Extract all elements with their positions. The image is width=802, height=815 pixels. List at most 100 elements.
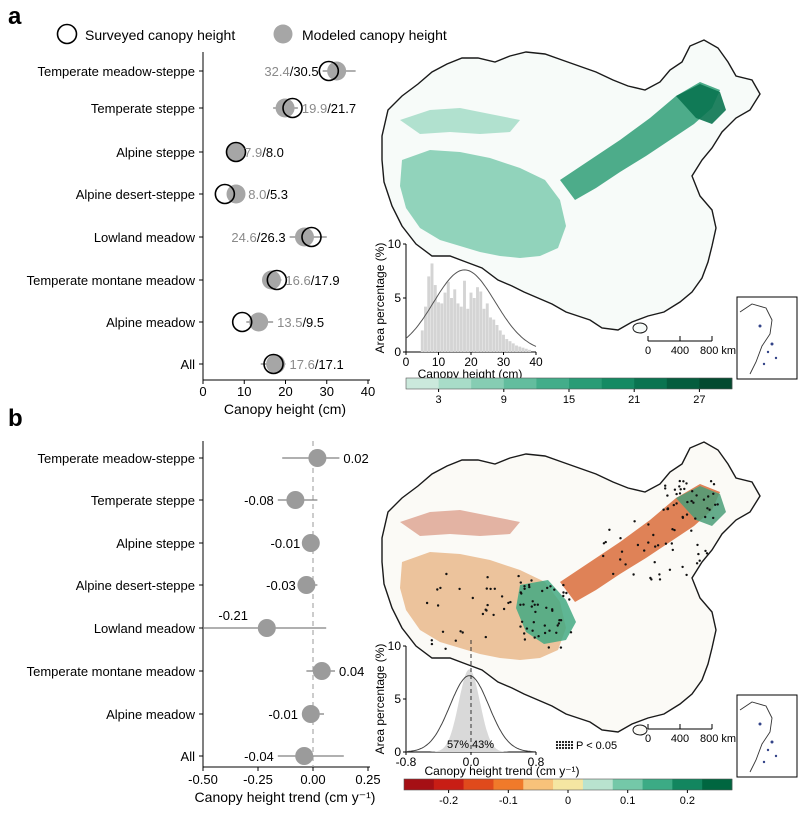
significance-dot <box>675 492 678 496</box>
significance-dot <box>531 600 534 603</box>
colorbar-tick-label: 0 <box>565 795 571 807</box>
surveyed-point <box>301 226 322 248</box>
significance-dot <box>624 563 627 566</box>
colorbar-swatch <box>536 378 570 389</box>
x-tick-label: 40 <box>361 384 375 399</box>
significance-dot <box>708 508 711 511</box>
modeled-value-label: 13.5 <box>277 315 302 330</box>
panel-b-map: P < 0.05 0 400 800 km <box>381 441 798 778</box>
value-label: 8.0/5.3 <box>248 187 288 202</box>
significance-dot <box>527 583 531 587</box>
surveyed-point <box>225 141 247 163</box>
map-b-trend-xinjiang <box>400 510 520 536</box>
significance-dot <box>562 591 565 594</box>
value-label: 16.6/17.9 <box>285 273 339 288</box>
significance-dot <box>519 581 522 584</box>
map-a-scalebar: 0 400 800 km <box>645 336 736 357</box>
map-b-scalebar: 0 400 800 km <box>645 724 736 745</box>
significance-dot <box>604 540 607 544</box>
colorbar-swatch <box>433 779 464 790</box>
significance-dot <box>685 513 689 516</box>
trend-value-label: -0.04 <box>244 749 274 764</box>
category-label-lowland-meadow: Lowland meadow <box>94 621 196 636</box>
significance-dot <box>694 517 697 520</box>
significance-dot <box>672 503 675 507</box>
significance-dot <box>679 488 682 491</box>
histogram-bar <box>518 346 522 352</box>
histogram-bar <box>521 347 525 352</box>
colorbar-swatch <box>406 378 439 389</box>
significance-dot <box>671 548 674 552</box>
significance-dot <box>537 635 540 638</box>
category-label-alpine-steppe: Alpine steppe <box>116 536 195 551</box>
colorbar-tick-label: -0.2 <box>439 795 458 807</box>
panel-b-x-axis-label: Canopy height trend (cm y⁻¹) <box>195 789 376 805</box>
hist-y-tick-label: 0 <box>394 745 401 759</box>
significance-dot <box>549 585 552 588</box>
significance-dot <box>704 549 707 553</box>
legend-modeled-label: Modeled canopy height <box>302 27 447 43</box>
significance-legend-dot <box>564 746 568 750</box>
panel-b-plot: Temperate meadow-steppe Temperate steppe A… <box>27 441 381 805</box>
significance-dot <box>439 586 442 590</box>
significance-dot <box>632 573 635 576</box>
significance-dot <box>481 612 485 616</box>
trend-point <box>308 449 327 467</box>
category-label-temperate-montane-meadow: Temperate montane meadow <box>27 273 196 288</box>
significance-dot <box>534 610 537 614</box>
colorbar-tick-label: -0.1 <box>499 795 518 807</box>
significance-dot <box>543 624 546 627</box>
significance-dot <box>683 487 686 491</box>
hist-x-tick-label: 30 <box>497 355 511 369</box>
value-label: 32.4/30.5 <box>264 64 318 79</box>
significance-dot <box>441 630 445 633</box>
significance-dot <box>486 576 489 579</box>
category-label-temperate-meadow-steppe: Temperate meadow-steppe <box>37 451 195 466</box>
colorbar-swatch <box>702 779 733 790</box>
significance-dot <box>562 583 565 587</box>
trend-point <box>295 747 314 765</box>
significance-dot <box>654 545 657 548</box>
significance-dot <box>712 516 715 520</box>
significance-dot <box>444 647 447 650</box>
hist-b-left-pct: 57% <box>447 739 469 751</box>
legend-surveyed-marker <box>56 23 78 45</box>
significance-dot <box>647 523 650 526</box>
panel-b-histogram: 57% 43% -0.8 0.0 0.8 0 5 10 Area percentage (… <box>373 639 580 778</box>
significance-dot <box>690 529 693 532</box>
trend-value-label: 0.04 <box>339 664 364 679</box>
colorbar-swatch <box>642 779 673 790</box>
significance-dot <box>643 549 646 552</box>
category-label-alpine-desert-steppe: Alpine desert-steppe <box>76 187 195 202</box>
map-a-scale-800: 800 km <box>700 345 736 357</box>
significance-dot <box>712 483 716 486</box>
value-label: 17.6/17.1 <box>290 357 344 372</box>
surveyed-value-label: /5.3 <box>266 187 288 202</box>
surveyed-point <box>282 97 303 119</box>
significance-legend-dot <box>558 743 562 747</box>
significance-label: P < 0.05 <box>576 740 617 752</box>
map-a-grass-northeast <box>676 84 726 124</box>
map-b-hainan <box>632 724 648 736</box>
modeled-value-label: 24.6 <box>231 230 256 245</box>
colorbar-tick-label: 3 <box>436 394 442 406</box>
significance-dot <box>436 588 439 591</box>
modeled-point <box>294 227 314 247</box>
significance-dot <box>682 480 685 483</box>
colorbar-swatch <box>672 779 703 790</box>
significance-dot <box>698 559 701 562</box>
trend-point <box>297 576 316 594</box>
value-label: 24.6/26.3 <box>231 230 285 245</box>
colorbar-tick-label: 0.1 <box>620 795 635 807</box>
significance-legend-dot <box>555 740 559 744</box>
significance-dot <box>658 573 661 576</box>
significance-dot <box>436 604 440 607</box>
category-label-lowland-meadow: Lowland meadow <box>94 230 196 245</box>
significance-dot <box>705 552 709 555</box>
significance-dot <box>612 572 615 576</box>
significance-dot <box>712 492 715 495</box>
significance-dot <box>691 490 694 493</box>
colorbar-swatch <box>699 378 733 389</box>
significance-dot <box>553 588 556 591</box>
significance-dot <box>555 631 558 634</box>
